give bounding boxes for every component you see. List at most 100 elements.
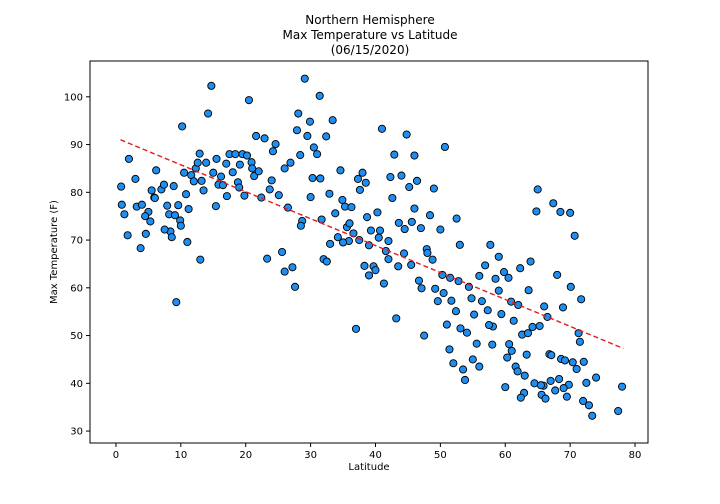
scatter-point [579,396,588,406]
scatter-point [392,314,401,323]
scatter-point [481,261,490,270]
scatter-point [475,271,484,280]
scatter-point [588,411,597,420]
y-tick-label: 70 [70,236,83,247]
scatter-point [172,298,181,307]
scatter-point [514,300,523,310]
y-axis-label: Max Temperature (F) [49,200,60,304]
scatter-point [560,356,569,365]
scatter-point [169,182,178,191]
scatter-point [141,229,150,238]
scatter-point [516,393,525,402]
scatter-point [331,209,340,218]
scatter-point [509,316,518,325]
scatter-point [202,158,211,167]
scatter-point [503,353,512,362]
scatter-point [483,306,492,315]
scatter-point [228,168,237,177]
scatter-point [163,201,172,210]
scatter-point [240,191,249,200]
scatter-point [317,215,326,224]
scatter-point [536,381,545,390]
scatter-point [364,241,374,250]
regression-line [120,139,624,350]
scatter-point [252,131,261,141]
scatter-point [460,375,470,385]
scatter-point [468,355,477,364]
scatter-point [414,276,424,285]
scatter-point [429,184,438,193]
x-tick-label: 60 [499,450,512,461]
x-tick-label: 20 [239,450,252,461]
scatter-point [614,406,623,416]
scatter-point [117,200,126,209]
scatter-point [174,201,183,210]
x-tick-label: 10 [174,450,187,461]
scatter-point [305,117,315,126]
x-axis-label: Latitude [348,462,389,473]
scatter-point [300,74,309,83]
scatter-point [351,324,361,333]
scatter-point [577,295,586,304]
scatter-point [146,217,155,226]
scatter-point [513,367,522,376]
scatter-point [147,186,156,195]
scatter-point [546,376,555,385]
scatter-point [124,154,133,163]
scatter-point [152,166,161,175]
scatter-point [553,270,562,279]
scatter-point [570,231,579,240]
scatter-point [355,236,364,245]
y-tick-label: 50 [70,331,83,342]
x-tick-label: 30 [304,450,317,461]
scatter-point [322,257,331,266]
scatter-point [244,96,254,105]
scatter-point [379,279,388,288]
scatter-point [533,185,542,194]
scatter-point [296,221,305,230]
scatter-point [488,340,497,349]
scatter-point [131,174,140,183]
scatter-point [338,195,347,205]
y-tick-label: 30 [70,427,83,438]
scatter-point [455,240,464,249]
scatter-point [207,81,216,90]
scatter-point [267,176,276,185]
scatter-point [322,132,331,141]
scatter-point [491,274,500,283]
scatter-point [242,151,252,160]
scatter-point [522,350,531,359]
scatter-point [556,207,565,216]
scatter-point [136,244,145,253]
scatter-point [150,193,159,203]
scatter-point [423,248,432,258]
scatter-point [159,180,169,189]
scatter-point [462,328,472,337]
scatter-point [292,126,302,135]
scatter-point [402,130,411,139]
scatter-point [193,158,202,167]
scatter-point [199,186,208,195]
scatter-point [180,168,189,177]
scatter-point [326,239,335,248]
scatter-point [440,142,449,151]
y-tick-label: 100 [64,92,83,103]
scatter-point [486,240,495,249]
scatter-point [470,310,479,319]
scatter-point [449,359,458,368]
scatter-point [425,211,435,220]
x-tick-label: 0 [113,450,119,461]
scatter-point [271,140,280,149]
scatter-point [456,324,465,333]
scatter-point [373,208,382,217]
scatter-point [540,302,549,311]
scatter-point [117,182,126,191]
scatter-point [390,150,399,159]
scatter-point [558,303,568,312]
scatter-point [524,286,533,295]
scatter-point [325,189,334,198]
scatter-point [160,225,169,234]
scatter-point [501,383,510,392]
scatter-point [416,224,425,233]
scatter-point [361,178,370,187]
